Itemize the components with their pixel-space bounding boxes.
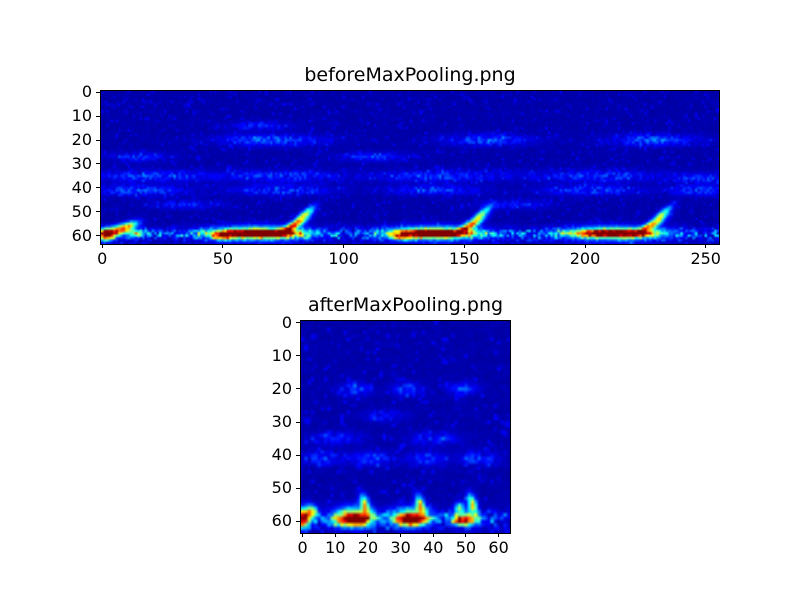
y-tick-label: 30 <box>271 412 292 432</box>
x-tick-label: 200 <box>569 249 601 268</box>
x-tick-label: 250 <box>690 249 721 268</box>
x-tick-mark <box>334 533 336 537</box>
x-tick-label: 20 <box>357 538 379 557</box>
x-tick-mark <box>705 244 707 248</box>
y-tick-label: 0 <box>281 312 292 332</box>
x-tick-mark <box>302 533 304 537</box>
x-tick-label: 0 <box>297 538 308 557</box>
x-tick-label: 30 <box>390 538 411 557</box>
x-tick-label: 60 <box>488 538 509 557</box>
x-tick-mark <box>367 533 369 537</box>
x-tick-label: 40 <box>423 538 444 557</box>
chart-title-after: afterMaxPooling.png <box>307 294 504 316</box>
x-tick-mark <box>432 533 434 537</box>
before-maxpooling-chart: beforeMaxPooling.png 0 50 100 150 200 250 0 10 2… <box>72 64 721 268</box>
y-tick-mark <box>296 421 300 423</box>
x-tick-label: 10 <box>325 538 346 557</box>
y-tick-mark <box>96 91 100 93</box>
x-tick-mark <box>343 244 345 248</box>
x-tick-mark <box>101 244 103 248</box>
y-tick-mark <box>296 487 300 489</box>
y-tick-mark <box>96 211 100 213</box>
x-tick-mark <box>400 533 402 537</box>
y-tick-mark <box>96 187 100 189</box>
y-tick-mark <box>96 139 100 141</box>
x-tick-mark <box>465 533 467 537</box>
y-tick-label: 20 <box>271 378 292 398</box>
x-tick-mark <box>498 533 500 537</box>
y-tick-mark <box>96 115 100 117</box>
y-tick-label: 10 <box>271 345 292 365</box>
heatmap-canvas-before <box>101 91 719 244</box>
x-tick-label: 100 <box>328 249 359 268</box>
x-tick-label: 50 <box>212 249 234 268</box>
x-tick-mark <box>222 244 224 248</box>
x-tick-label: 150 <box>449 249 480 268</box>
y-tick-mark <box>296 520 300 522</box>
x-tick-mark <box>463 244 465 248</box>
y-tick-mark <box>296 355 300 357</box>
x-tick-mark <box>584 244 586 248</box>
y-tick-label: 30 <box>71 153 92 173</box>
y-tick-label: 60 <box>271 511 292 531</box>
y-tick-label: 10 <box>71 106 92 126</box>
y-tick-mark <box>296 322 300 324</box>
y-tick-label: 20 <box>71 130 92 149</box>
y-tick-mark <box>296 388 300 390</box>
y-tick-label: 60 <box>71 225 92 245</box>
x-tick-label: 50 <box>455 538 477 557</box>
y-tick-mark <box>296 454 300 456</box>
y-tick-label: 0 <box>81 82 92 102</box>
y-tick-mark <box>96 235 100 237</box>
y-tick-mark <box>96 163 100 165</box>
x-tick-label: 0 <box>97 249 108 268</box>
heatmap-canvas-after <box>301 321 510 533</box>
after-maxpooling-chart: afterMaxPooling.png 0 10 20 30 40 50 60 0 10 20 30… <box>272 294 511 557</box>
y-tick-label: 50 <box>271 478 292 498</box>
y-tick-label: 50 <box>71 201 92 221</box>
chart-title-before: beforeMaxPooling.png <box>304 64 516 86</box>
y-tick-label: 40 <box>71 177 92 197</box>
y-tick-label: 40 <box>271 445 292 465</box>
